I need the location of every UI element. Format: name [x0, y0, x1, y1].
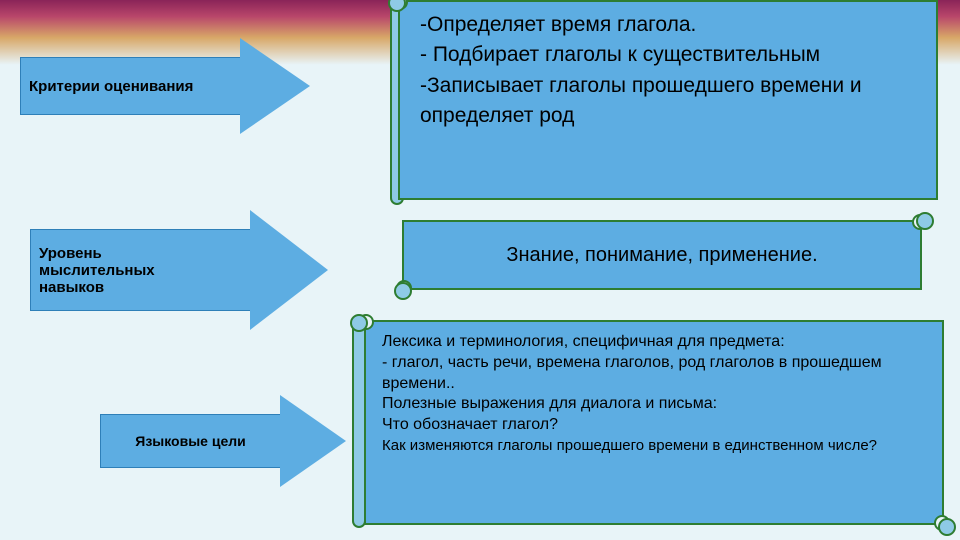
thinking-curl-tr — [916, 212, 934, 230]
thinking-panel: Знание, понимание, применение. — [402, 220, 922, 290]
thinking-text: Знание, понимание, применение. — [506, 242, 817, 269]
arrow-language: Языковые цели — [100, 395, 346, 487]
arrow-criteria-label: Критерии оценивания — [29, 78, 193, 95]
arrow-language-head — [280, 395, 346, 487]
language-curl-br — [938, 518, 956, 536]
language-line2: - глагол, часть речи, времена глаголов, … — [382, 353, 926, 395]
arrow-criteria-body: Критерии оценивания — [20, 57, 240, 115]
arrow-criteria-head — [240, 38, 310, 134]
language-panel: Лексика и терминология, специфичная для … — [364, 320, 944, 525]
arrow-language-label: Языковые цели — [135, 433, 245, 449]
arrow-thinking: Уровень мыслительных навыков — [30, 210, 328, 330]
arrow-thinking-line1: Уровень — [39, 245, 102, 262]
language-line3: Полезные выражения для диалога и письма: — [382, 394, 926, 415]
criteria-panel: -Определяет время глагола. - Подбирает г… — [398, 0, 938, 200]
language-line4: Что обозначает глагол? — [382, 415, 926, 436]
language-line1: Лексика и терминология, специфичная для … — [382, 332, 926, 353]
arrow-thinking-body: Уровень мыслительных навыков — [30, 229, 250, 311]
arrow-thinking-line3: навыков — [39, 279, 104, 296]
arrow-criteria: Критерии оценивания — [20, 38, 310, 134]
arrow-thinking-line2: мыслительных — [39, 262, 155, 279]
language-line5: Как изменяются глаголы прошедшего времен… — [382, 436, 926, 456]
arrow-language-body: Языковые цели — [100, 414, 280, 468]
criteria-line1: -Определяет время глагола. — [420, 10, 916, 40]
language-curl-tl — [350, 314, 368, 332]
criteria-line3: -Записывает глаголы прошедшего времени и… — [420, 71, 916, 132]
criteria-line2: - Подбирает глаголы к существительным — [420, 40, 916, 70]
thinking-curl-bl — [394, 282, 412, 300]
arrow-thinking-head — [250, 210, 328, 330]
